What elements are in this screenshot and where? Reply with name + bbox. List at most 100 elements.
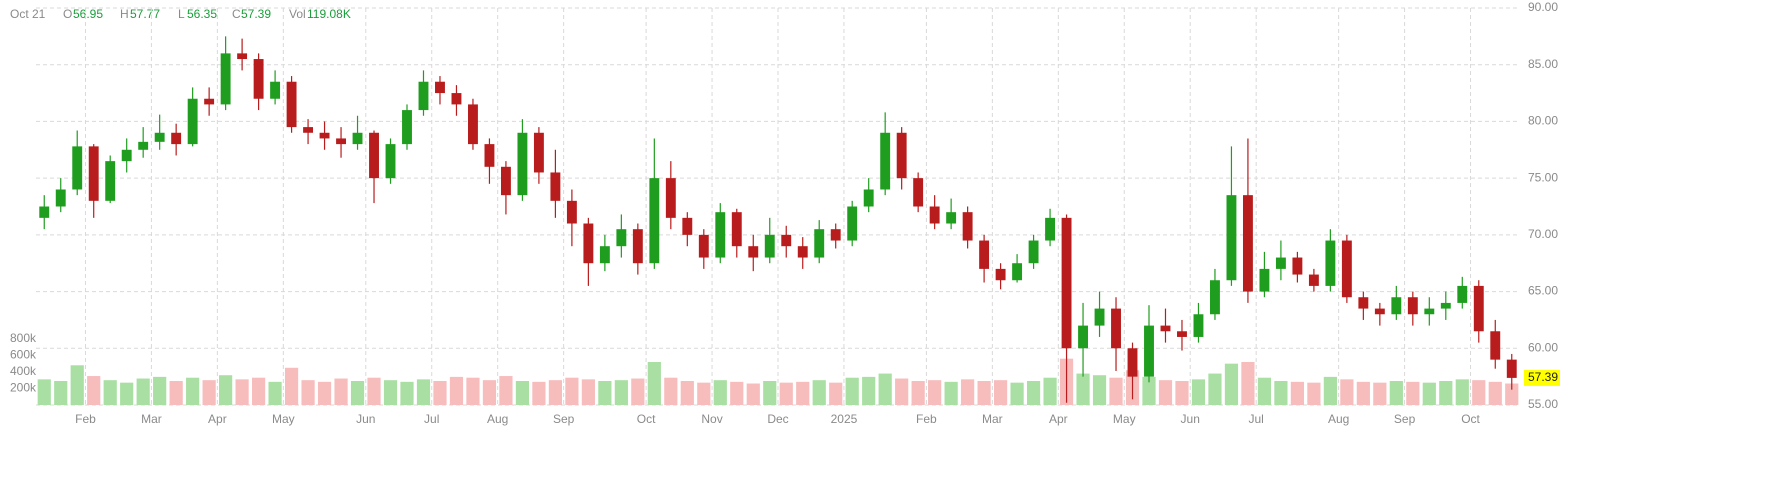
legend-value: 56.35 (187, 7, 217, 21)
volume-bar (862, 376, 876, 405)
volume-bar (235, 379, 249, 405)
x-tick-label: 2025 (831, 412, 858, 426)
candle-body (1144, 325, 1154, 377)
volume-bar (466, 377, 480, 405)
candle-body (731, 212, 742, 247)
candle-body (1506, 359, 1517, 378)
candle-body (1160, 325, 1171, 332)
candle-body (500, 166, 511, 196)
volume-bar (763, 381, 777, 405)
x-tick-label: Sep (553, 412, 575, 426)
volume-bar (317, 381, 332, 405)
x-tick-label: Jun (356, 412, 375, 426)
volume-bar (515, 381, 530, 405)
volume-bar (433, 381, 447, 405)
volume-bar (284, 367, 299, 405)
volume-bar (532, 381, 546, 405)
volume-bar (647, 361, 661, 405)
volume-bar (730, 381, 744, 405)
volume-tick-label: 200k (10, 381, 37, 395)
volume-bar (1191, 379, 1206, 405)
volume-bar (1422, 382, 1436, 405)
candle-body (649, 178, 660, 264)
candle-body (748, 246, 759, 258)
x-tick-label: Nov (701, 412, 722, 426)
candle-body (764, 234, 775, 258)
volume-bar (1142, 376, 1156, 405)
legend-value: 119.08K (307, 7, 351, 21)
volume-bar (1389, 381, 1403, 405)
volume-bar (664, 377, 678, 405)
volume-bar (829, 382, 843, 405)
legend-label: Vol (289, 7, 306, 21)
candle-body (1127, 348, 1138, 377)
volume-bar (1323, 376, 1337, 405)
volume-bar (252, 377, 266, 405)
volume-bar (548, 380, 562, 405)
volume-bar (1455, 379, 1469, 405)
volume-bar (565, 377, 579, 405)
candle-body (1094, 308, 1105, 326)
y-tick-label: 90.00 (1528, 0, 1558, 14)
volume-bar (928, 380, 942, 405)
candle-body (55, 189, 66, 207)
volume-bar (581, 379, 595, 405)
y-tick-label: 60.00 (1528, 340, 1558, 354)
legend-value: 57.77 (130, 7, 160, 21)
candle-body (1407, 297, 1418, 315)
candle-body (830, 229, 841, 241)
volume-bar (977, 381, 991, 405)
x-tick-label: Sep (1394, 412, 1416, 426)
candle-body (550, 172, 561, 201)
candle-body (270, 81, 281, 99)
volume-tick-label: 800k (10, 331, 37, 345)
x-tick-label: May (1113, 412, 1136, 426)
candle-body (369, 132, 379, 179)
volume-bar (1241, 361, 1255, 405)
candle-body (995, 268, 1006, 281)
x-tick-label: Jul (424, 412, 439, 426)
x-tick-label: Jul (1249, 412, 1264, 426)
volume-bar (1356, 381, 1370, 405)
candle-body (1226, 195, 1237, 281)
candle-body (880, 132, 891, 190)
volume-bar (499, 376, 513, 405)
y-tick-label: 85.00 (1528, 57, 1558, 71)
volume-bar (219, 375, 233, 405)
volume-bar (1043, 377, 1057, 405)
candle-body (1111, 308, 1121, 349)
candle-body (616, 229, 627, 247)
volume-bar (1257, 377, 1272, 405)
candle-body (946, 212, 957, 224)
candle-body (1473, 285, 1484, 332)
candle-body (1440, 302, 1451, 309)
candle-body (1028, 240, 1039, 264)
volume-bar (878, 373, 892, 405)
legend-label: C (232, 7, 241, 21)
volume-bar (383, 380, 398, 405)
volume-bar (1373, 382, 1387, 405)
x-tick-label: Mar (141, 412, 162, 426)
candle-body (1242, 195, 1253, 292)
volume-bar (87, 376, 101, 405)
candle-body (451, 93, 462, 105)
candle-body (105, 161, 116, 201)
candle-body (352, 132, 363, 145)
candle-body (896, 132, 907, 179)
candle-body (1341, 240, 1352, 298)
candle-body (154, 132, 165, 142)
candle-body (1078, 325, 1088, 349)
volume-bar (70, 365, 84, 405)
last-price-badge (1524, 369, 1560, 386)
candle-body (484, 144, 495, 167)
volume-bar (120, 382, 134, 405)
volume-bar (796, 381, 810, 405)
x-tick-label: May (272, 412, 295, 426)
candle-body (566, 200, 577, 224)
volume-bar (136, 378, 150, 405)
volume-bar (482, 380, 497, 405)
volume-bar (598, 381, 612, 405)
candle-body (402, 110, 412, 145)
candle-body (39, 206, 50, 218)
